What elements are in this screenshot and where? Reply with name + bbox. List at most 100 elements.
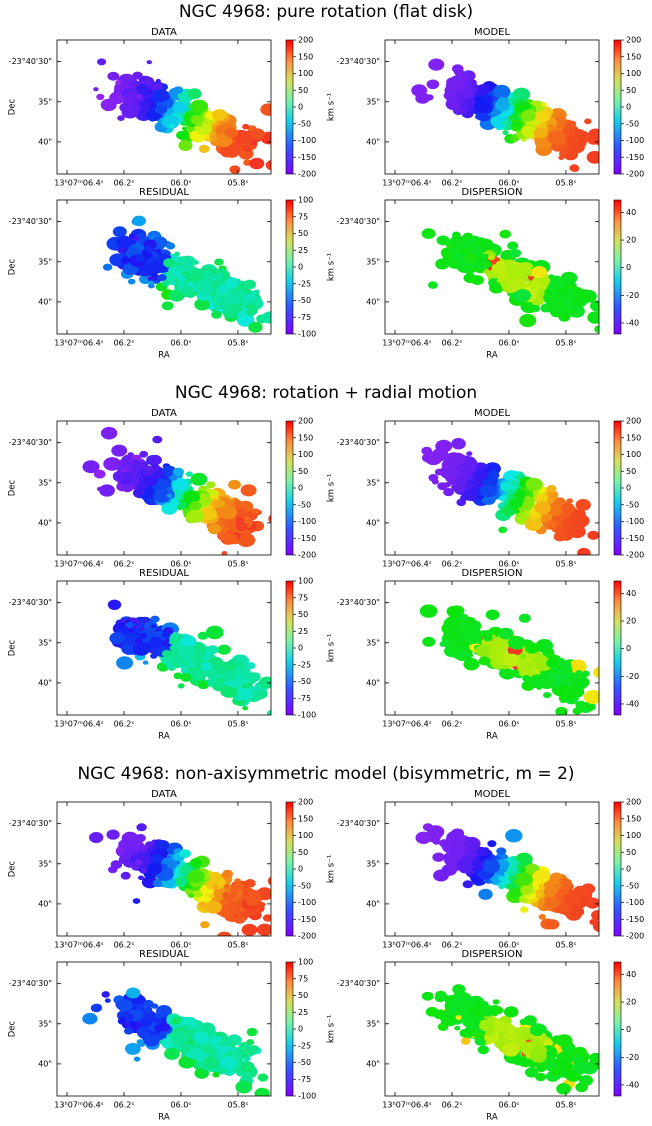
x-axis-label: RA: [158, 1113, 170, 1123]
map-blob: [128, 233, 136, 239]
y-tick-label: -23°40'30": [9, 598, 52, 607]
x-tick-label: 13ʰ07ᵐ06.4ˢ: [54, 339, 103, 348]
map-blob: [93, 469, 106, 479]
x-tick-label: 05.8ˢ: [228, 1101, 249, 1110]
map-blob: [188, 893, 195, 898]
map-blob: [566, 136, 580, 147]
colorbar: [285, 801, 294, 937]
x-tick-label: 06.2ˢ: [442, 941, 463, 950]
colorbar-tick-label: -200: [626, 170, 644, 179]
map-blob: [207, 678, 219, 687]
map-blob: [150, 653, 158, 659]
panel-frame: [56, 961, 272, 1097]
map-blob: [447, 248, 454, 254]
map-blob: [248, 321, 263, 333]
panel: MODEL 13ʰ07ᵐ06.4ˢ 06.2ˢ 06.0ˢ 05.8ˢ -23°40'30…: [337, 408, 644, 569]
map-blob: [589, 1052, 599, 1063]
x-tick-label: 06.0ˢ: [499, 720, 520, 729]
panel-title: DATA: [151, 408, 177, 419]
map-blob: [235, 521, 248, 531]
x-tick-label: 06.2ˢ: [114, 560, 135, 569]
map-blob: [217, 284, 230, 294]
map-blob: [462, 488, 479, 501]
map-blob: [488, 471, 500, 480]
y-tick-label: 35": [366, 638, 380, 647]
map-blob: [277, 136, 285, 142]
map-blob: [571, 906, 585, 917]
map-blob: [161, 115, 180, 129]
map-blob: [99, 484, 115, 497]
x-tick-label: 05.8ˢ: [556, 720, 577, 729]
panel: RESIDUAL 13ʰ07ᵐ06.4ˢ 06.2ˢ 06.0ˢ 05.8ˢ -23°40…: [8, 949, 337, 1123]
y-tick-label: 40": [38, 137, 52, 146]
map-blob: [600, 150, 612, 159]
panel-frame: [56, 420, 272, 556]
y-axis-label: Dec: [8, 860, 18, 877]
map-blob: [508, 889, 521, 899]
map-blob: [161, 631, 171, 639]
map-blob: [216, 931, 232, 936]
map-blob: [512, 121, 521, 128]
y-tick-label: -23°40'30": [9, 217, 52, 226]
map-blob: [164, 1047, 180, 1060]
map-blob: [129, 1021, 137, 1027]
map-blob: [501, 120, 510, 126]
y-tick-label: -23°40'30": [9, 819, 52, 828]
map-blob: [121, 642, 137, 655]
map-blob: [104, 998, 111, 1003]
map-blob: [508, 636, 526, 650]
map-blob: [471, 859, 483, 868]
map-blob: [256, 923, 271, 936]
panel-frame: [384, 199, 600, 335]
map-blob: [139, 450, 149, 458]
map-blob: [135, 83, 150, 95]
colorbar-tick-label: 100: [298, 958, 313, 967]
panel-title: MODEL: [474, 27, 511, 38]
map-blob: [425, 94, 434, 101]
map-blob: [217, 644, 231, 655]
map-blob: [587, 311, 599, 324]
map-blob: [132, 71, 143, 80]
map-blob: [541, 102, 547, 107]
x-tick-label: 06.0ˢ: [499, 1101, 520, 1110]
x-tick-label: 06.0ˢ: [171, 179, 192, 188]
map-blob: [200, 507, 218, 521]
y-tick-label: 35": [366, 97, 380, 106]
map-blob: [532, 869, 551, 884]
map-blob: [487, 254, 496, 261]
colorbar-tick-label: 200: [626, 36, 641, 45]
colorbar-tick-label: 50: [298, 467, 308, 476]
map-blob: [231, 1050, 244, 1060]
colorbar-tick-label: -200: [626, 932, 644, 941]
map-blob: [197, 680, 210, 690]
map-blob: [451, 438, 466, 450]
map-blob: [590, 300, 599, 312]
map-blob: [446, 631, 465, 646]
colorbar-tick-label: -50: [298, 881, 311, 890]
map-blob: [498, 627, 514, 640]
panel-frame: [56, 580, 272, 716]
map-blob: [470, 1004, 479, 1012]
map-blob: [182, 126, 188, 131]
colorbar-tick-label: 20: [626, 236, 636, 245]
map-blob: [124, 92, 138, 103]
map-blob: [242, 123, 250, 130]
map-blob: [516, 659, 530, 670]
map-blob: [174, 876, 188, 887]
map-blob: [415, 92, 430, 104]
map-blob: [421, 228, 436, 239]
map-blob: [267, 876, 271, 886]
map-blob: [605, 135, 614, 142]
colorbar-tick-label: 50: [298, 86, 308, 95]
map-blob: [523, 510, 530, 516]
x-tick-label: 06.2ˢ: [442, 1101, 463, 1110]
map-blob: [575, 499, 591, 511]
y-tick-label: 40": [366, 1059, 380, 1068]
x-tick-label: 06.0ˢ: [171, 1101, 192, 1110]
map-blob: [228, 533, 238, 541]
x-tick-label: 13ʰ07ᵐ06.4ˢ: [54, 941, 103, 950]
colorbar-tick-label: -100: [298, 136, 316, 145]
y-tick-label: -23°40'30": [9, 57, 52, 66]
map-blob: [127, 278, 136, 285]
map-blob: [234, 1038, 241, 1045]
